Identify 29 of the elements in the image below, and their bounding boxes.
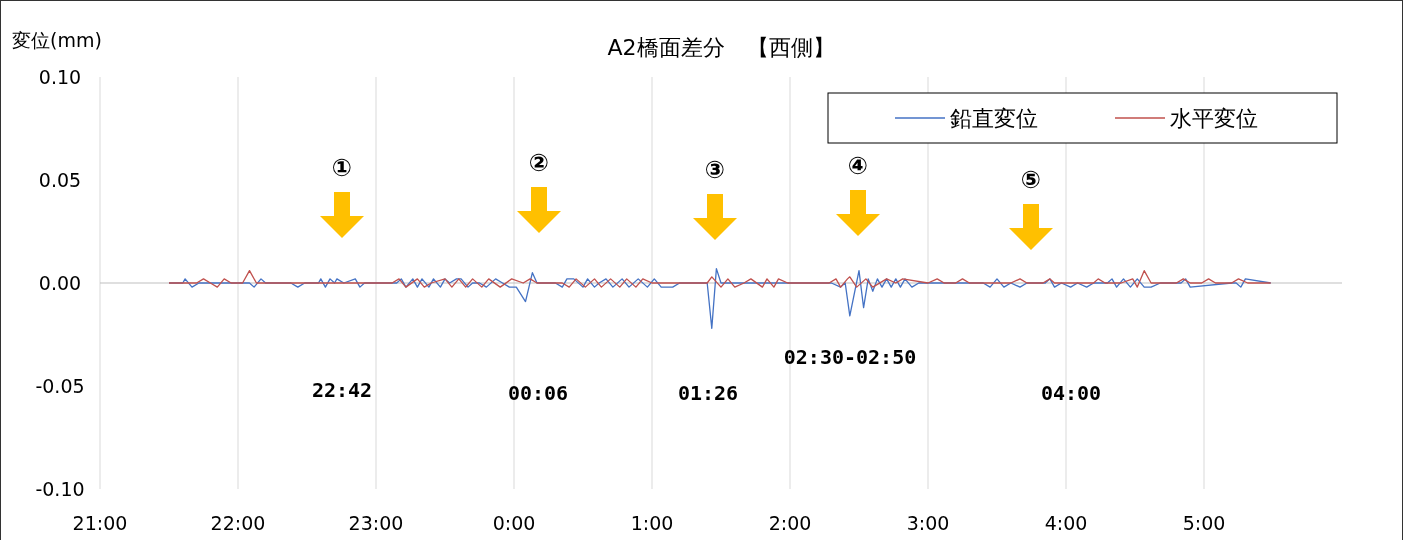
y-tick-label: 0.00 [38, 271, 82, 294]
annotation: ③ [704, 156, 726, 185]
annotation: 00:06 [507, 381, 569, 405]
y-tick-label: 0.10 [38, 65, 82, 88]
legend-label: 鉛直変位 [950, 105, 1038, 131]
line-series [168, 269, 1272, 288]
x-tick-label: 2:00 [768, 512, 812, 534]
annotation: ⑤ [1020, 166, 1042, 195]
x-tick-label: 1:00 [630, 512, 674, 534]
x-tick-label: 22:00 [210, 512, 266, 534]
x-tick-label: 0:00 [492, 512, 536, 534]
y-tick-label: -0.05 [35, 374, 85, 397]
x-tick-label: 23:00 [348, 512, 404, 534]
x-tick-label: 3:00 [906, 512, 950, 534]
y-tick-label: 0.05 [38, 168, 82, 191]
annotation: 02:30-02:50 [783, 345, 917, 369]
y-tick-label: -0.10 [35, 477, 85, 500]
x-tick-label: 5:00 [1182, 512, 1226, 534]
y-axis-title: 変位(mm) [12, 29, 102, 51]
annotation: ② [528, 149, 550, 178]
chart-title: A2橋面差分 【西側】 [607, 35, 835, 60]
annotation: 04:00 [1040, 381, 1102, 405]
x-tick-label: 21:00 [72, 512, 128, 534]
annotation: ④ [847, 152, 869, 181]
x-tick-label: 4:00 [1044, 512, 1088, 534]
annotation: ① [331, 154, 353, 183]
annotation: 01:26 [677, 381, 739, 405]
annotation: 22:42 [311, 378, 373, 402]
legend-label: 水平変位 [1170, 105, 1258, 131]
